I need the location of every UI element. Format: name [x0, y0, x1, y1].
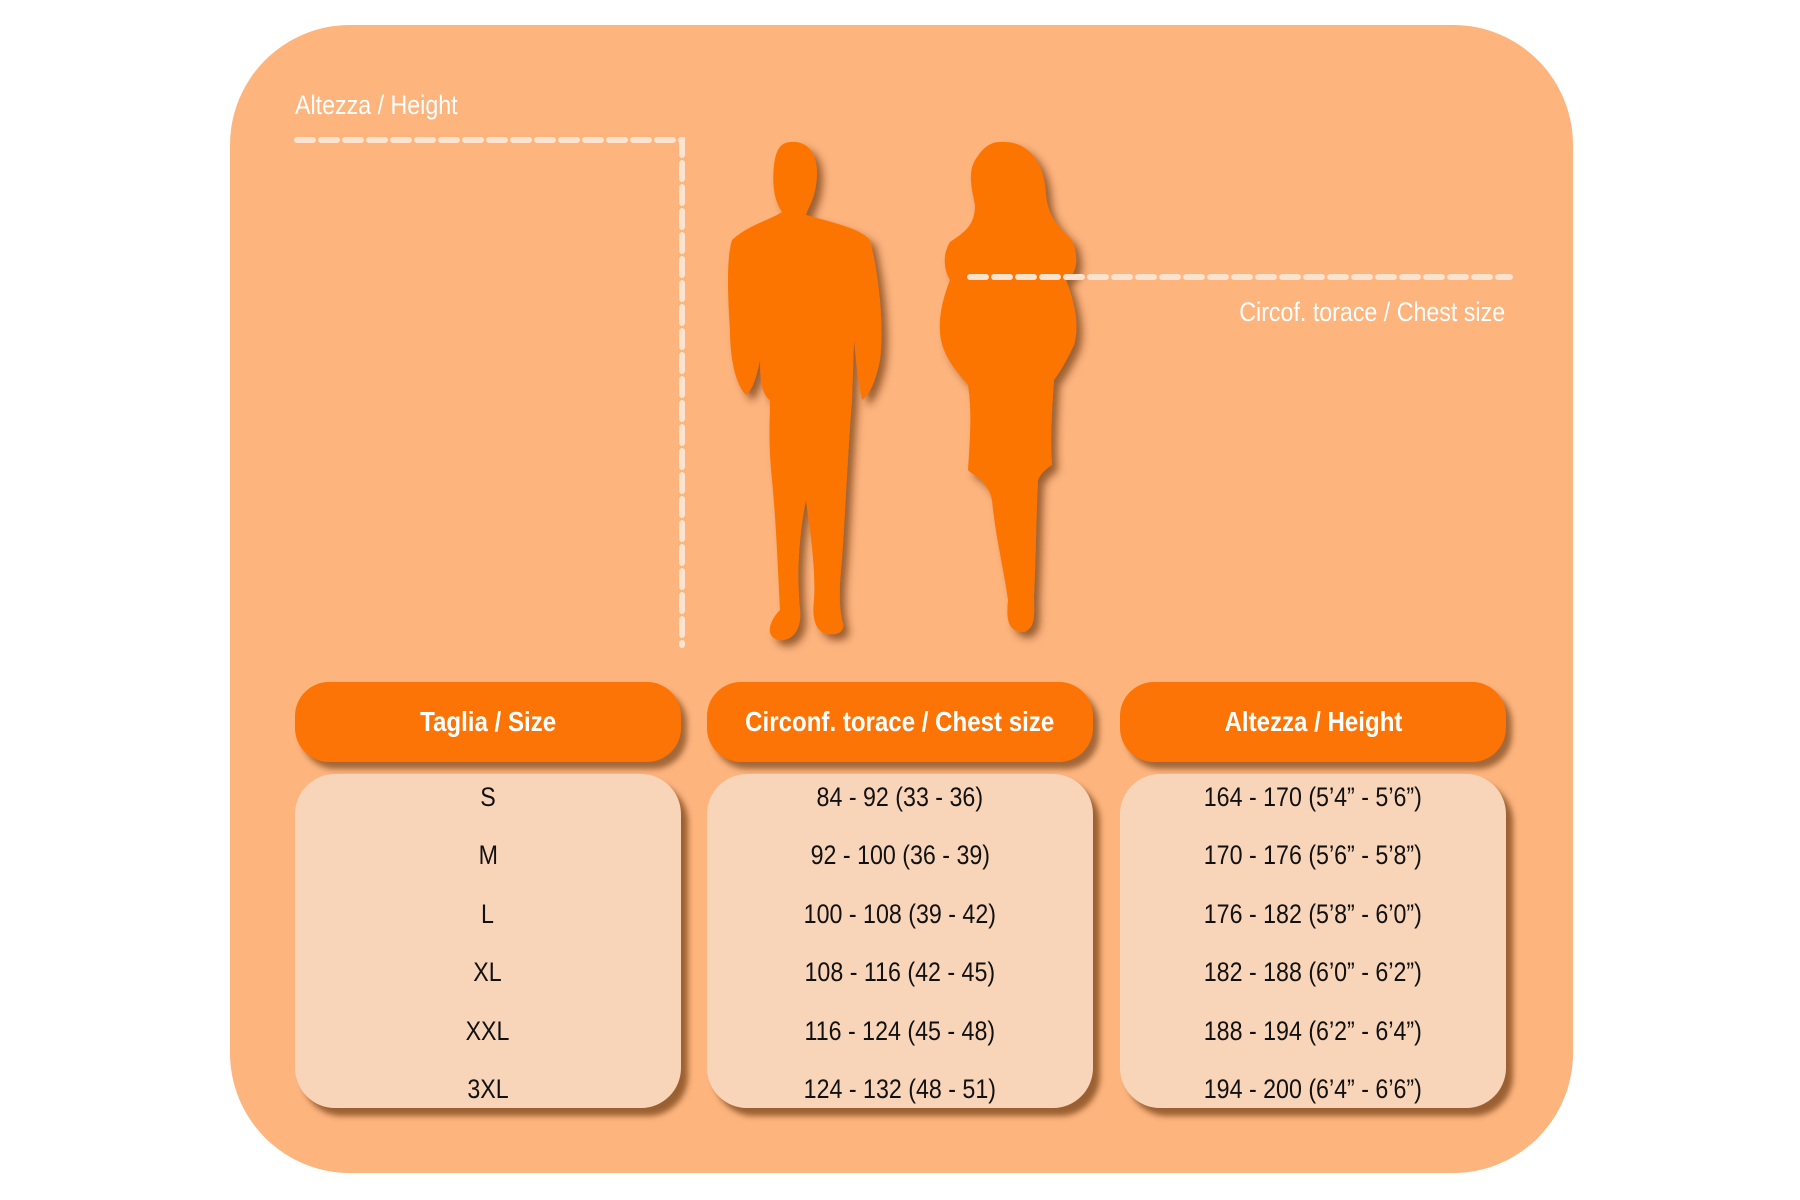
chest-cell: 92 - 100 (36 - 39) — [810, 840, 990, 870]
height-header-text: Altezza / Height — [1224, 706, 1402, 737]
height-values — [1120, 774, 1506, 1108]
size-cell: 3XL — [467, 1074, 509, 1104]
height-cell: 182 - 188 (6’0” - 6’2”) — [1203, 957, 1423, 987]
chest-cell: 108 - 116 (42 - 45) — [804, 957, 996, 987]
chest-header-text: Circonf. torace / Chest size — [745, 706, 1055, 737]
height-cell: 164 - 170 (5’4” - 5’6”) — [1203, 782, 1423, 812]
woman-silhouette — [939, 141, 1077, 632]
height-cell: 194 - 200 (6’4” - 6’6”) — [1203, 1074, 1423, 1104]
chest-cell: 116 - 124 (45 - 48) — [804, 1016, 996, 1046]
height-header: Altezza / Height — [1120, 682, 1506, 762]
size-cell: XXL — [466, 1016, 510, 1046]
size-header-text: Taglia / Size — [419, 706, 557, 737]
size-values — [295, 774, 681, 1108]
size-header: Taglia / Size — [295, 682, 681, 762]
size-cell: M — [478, 840, 498, 870]
chest-cell: 84 - 92 (33 - 36) — [816, 782, 984, 812]
chest-guide-text: Circof. torace / Chest size — [1239, 297, 1505, 327]
height-cell: 176 - 182 (5’8” - 6’0”) — [1203, 899, 1423, 929]
height-cell: 188 - 194 (6’2” - 6’4”) — [1203, 1016, 1423, 1046]
height-guide-label: Altezza / Height — [295, 90, 484, 121]
man-silhouette — [728, 141, 882, 641]
chest-header: Circonf. torace / Chest size — [707, 682, 1093, 762]
chest-values — [707, 774, 1093, 1108]
height-guide-text: Altezza / Height — [295, 90, 458, 120]
chest-cell: 124 - 132 (48 - 51) — [803, 1074, 997, 1104]
chest-cell: 100 - 108 (39 - 42) — [803, 899, 997, 929]
height-cell: 170 - 176 (5’6” - 5’8”) — [1203, 840, 1423, 870]
height-guide-line — [294, 137, 685, 648]
size-cell: S — [480, 782, 496, 812]
size-cell: XL — [473, 957, 503, 987]
chest-guide-label: Circof. torace / Chest size — [1196, 297, 1505, 328]
size-cell: L — [481, 899, 495, 929]
